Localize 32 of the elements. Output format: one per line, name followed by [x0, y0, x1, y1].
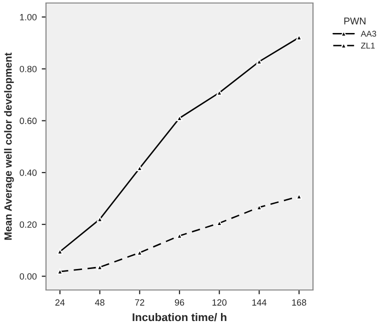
x-tick-label: 48	[94, 299, 104, 306]
x-axis-title: Incubation time/ h	[132, 313, 226, 322]
point	[96, 264, 103, 270]
point	[296, 34, 302, 40]
y-tick-label: 0.40	[20, 170, 37, 176]
point	[136, 250, 143, 256]
y-axis-title: Mean Average well color development	[4, 52, 14, 240]
point	[296, 193, 302, 200]
x-tick-label: 168	[292, 299, 306, 306]
legend-label: AA3	[360, 30, 376, 37]
point	[176, 232, 182, 239]
point	[256, 204, 262, 210]
x-tick-label: 144	[252, 299, 266, 306]
legend-title: PWN	[344, 18, 366, 24]
point	[216, 220, 222, 226]
y-tick-label: 0.00	[20, 273, 37, 280]
point	[256, 58, 262, 65]
y-tick-label: 1.00	[20, 14, 37, 20]
x-tick-label: 24	[55, 299, 65, 306]
point	[216, 90, 222, 96]
point	[176, 115, 182, 122]
y-tick-label: 0.60	[20, 118, 37, 124]
point	[56, 268, 63, 275]
point	[56, 248, 63, 255]
point	[136, 165, 143, 172]
x-tick-label: 96	[174, 299, 184, 306]
y-tick-label: 0.80	[20, 66, 37, 72]
x-tick-label: 120	[212, 299, 227, 306]
legend-label: ZL1	[361, 42, 375, 49]
x-tick-label: 72	[135, 299, 144, 306]
point	[96, 216, 103, 222]
y-tick-label: 0.20	[20, 221, 37, 228]
